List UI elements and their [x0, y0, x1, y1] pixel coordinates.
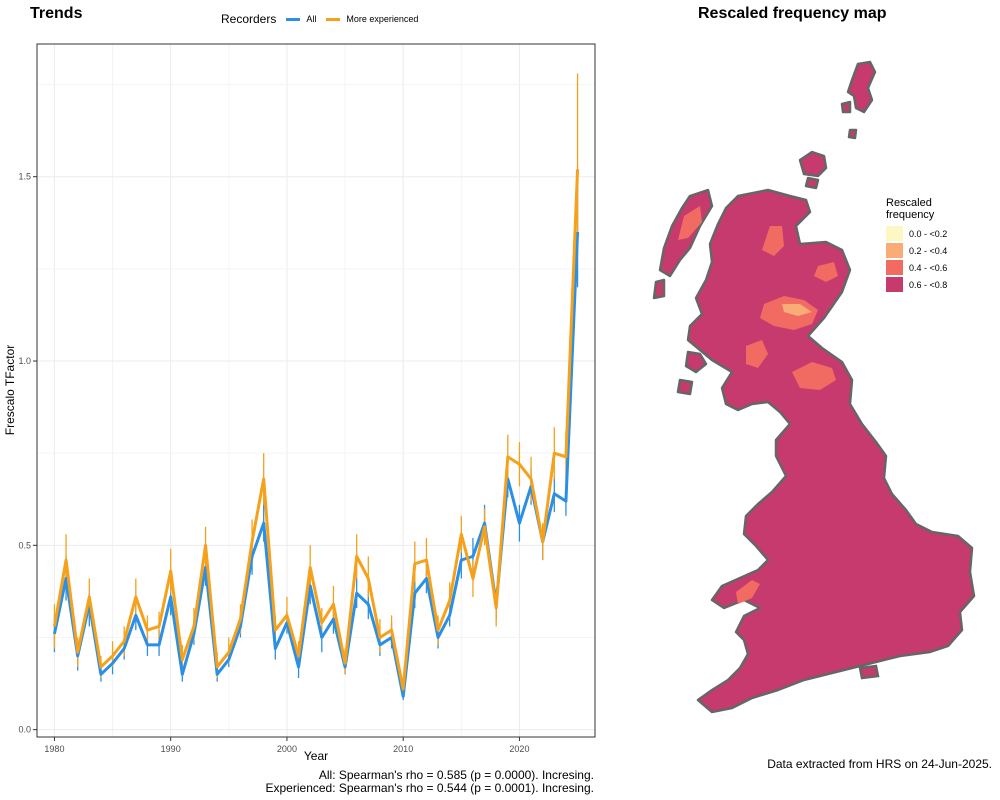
x-tick-label: 2000: [277, 744, 297, 754]
source-note: Data extracted from HRS on 24-Jun-2025.: [767, 757, 992, 771]
legend-label: 0.0 - <0.2: [909, 228, 948, 239]
map-legend-item: 0.6 - <0.8: [886, 276, 947, 293]
legend-title: Recorders: [221, 12, 277, 26]
y-tick-label: 1.5: [18, 172, 31, 182]
map-legend-title-line2: frequency: [886, 209, 935, 221]
map-title: Rescaled frequency map: [698, 5, 887, 22]
outer-hebrides: [652, 188, 714, 300]
series-line-all: [52, 231, 580, 698]
trends-title: Trends: [30, 5, 83, 22]
shetland-islands: [840, 60, 877, 140]
legend-box: [886, 243, 903, 258]
y-tick-label: 1.0: [18, 356, 31, 366]
map-legend-item: 0.2 - <0.4: [886, 242, 947, 259]
y-tick-label: 0.0: [18, 725, 31, 735]
legend-label: 0.2 - <0.4: [909, 245, 948, 256]
y-axis-label: Frescalo TFactor: [3, 345, 17, 435]
isle-of-wight: [858, 664, 880, 680]
west-coast-islands: [676, 350, 708, 396]
map-legend-item: 0.0 - <0.2: [886, 225, 947, 242]
legend-swatch-experienced: [326, 17, 341, 21]
map-legend-title: Rescaled frequency: [886, 197, 947, 221]
map-legend: Rescaled frequency 0.0 - <0.2 0.2 - <0.4…: [886, 197, 947, 293]
legend-label: 0.4 - <0.6: [909, 262, 948, 273]
orkney-islands: [798, 150, 828, 190]
x-tick-label: 1990: [161, 744, 181, 754]
x-axis-label: Year: [304, 749, 328, 763]
plot-panel: [36, 43, 596, 738]
x-tick-label: 2020: [509, 744, 529, 754]
stat-experienced-note: Experienced: Spearman's rho = 0.544 (p =…: [265, 781, 595, 795]
map-legend-item: 0.4 - <0.6: [886, 259, 947, 276]
y-tick-label: 0.5: [18, 540, 31, 550]
x-tick-label: 1980: [44, 744, 64, 754]
legend-label-experienced: More experienced: [346, 14, 419, 24]
mainland-highlights: [736, 226, 838, 604]
x-tick-label: 2010: [393, 744, 413, 754]
series-line-experienced: [52, 169, 580, 691]
hebrides-highlight: [678, 206, 702, 240]
legend-label: 0.6 - <0.8: [909, 279, 948, 290]
legend-box: [886, 226, 903, 241]
stat-all-note: All: Spearman's rho = 0.585 (p = 0.0000)…: [318, 768, 594, 782]
map-legend-title-line1: Rescaled: [886, 197, 932, 209]
legend-label-all: All: [306, 14, 317, 24]
legend-swatch-all: [286, 17, 301, 21]
legend-box: [886, 277, 903, 292]
trend-chart: 1980 1990 2000 2010 2020 0.0 0.5 1.0 1.5 Year Fr…: [3, 43, 596, 763]
legend-box: [886, 260, 903, 275]
series-legend: Recorders All More experienced: [221, 12, 418, 26]
